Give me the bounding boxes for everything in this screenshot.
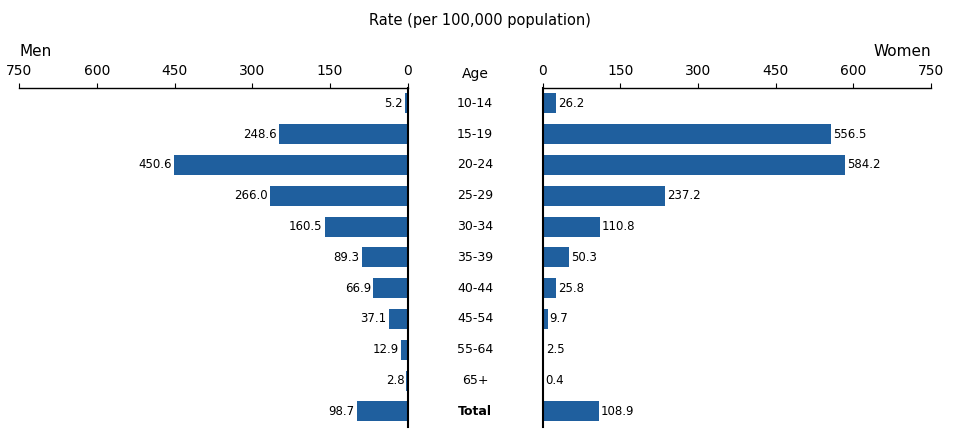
Text: 89.3: 89.3	[333, 251, 359, 264]
Text: 35-39: 35-39	[457, 251, 493, 264]
Bar	[542, 216, 600, 237]
Text: 45-54: 45-54	[457, 312, 493, 326]
Text: 40-44: 40-44	[0, 439, 1, 440]
Bar	[542, 186, 665, 206]
Bar	[270, 186, 408, 206]
Bar	[279, 124, 408, 144]
Text: 248.6: 248.6	[243, 128, 276, 141]
Bar	[324, 216, 408, 237]
Text: 2.8: 2.8	[386, 374, 404, 387]
Text: 30-34: 30-34	[0, 439, 1, 440]
Text: 5.2: 5.2	[384, 97, 403, 110]
Text: Women: Women	[874, 44, 931, 59]
Text: 20-24: 20-24	[457, 158, 493, 172]
Text: 25.8: 25.8	[558, 282, 584, 295]
Bar	[401, 340, 408, 360]
Bar	[542, 309, 547, 329]
Text: 110.8: 110.8	[602, 220, 636, 233]
Bar	[405, 93, 408, 114]
Bar	[389, 309, 408, 329]
Text: 45-54: 45-54	[0, 439, 1, 440]
Text: Total: Total	[0, 439, 1, 440]
Text: 66.9: 66.9	[345, 282, 372, 295]
Text: 98.7: 98.7	[328, 405, 354, 418]
Text: Total: Total	[458, 405, 492, 418]
Text: 10-14: 10-14	[0, 439, 1, 440]
Text: 65+: 65+	[0, 439, 1, 440]
Bar	[357, 401, 408, 422]
Text: 40-44: 40-44	[457, 282, 493, 295]
Bar	[406, 370, 408, 391]
Text: 15-19: 15-19	[0, 439, 1, 440]
Text: 35-39: 35-39	[0, 439, 1, 440]
Bar	[542, 340, 544, 360]
Text: 9.7: 9.7	[550, 312, 568, 326]
Text: 15-19: 15-19	[0, 439, 1, 440]
Text: Age: Age	[462, 67, 489, 81]
Text: 25-29: 25-29	[0, 439, 1, 440]
Text: 37.1: 37.1	[360, 312, 387, 326]
Text: 108.9: 108.9	[601, 405, 635, 418]
Text: 65+: 65+	[462, 374, 489, 387]
Text: 0.4: 0.4	[545, 374, 564, 387]
Text: 25-29: 25-29	[0, 439, 1, 440]
Text: Total: Total	[0, 439, 1, 440]
Text: 2.5: 2.5	[546, 343, 564, 356]
Text: 30-34: 30-34	[457, 220, 493, 233]
Text: 15-19: 15-19	[457, 128, 493, 141]
Text: 50.3: 50.3	[570, 251, 596, 264]
Text: Rate (per 100,000 population): Rate (per 100,000 population)	[369, 13, 591, 28]
Text: 65+: 65+	[0, 439, 1, 440]
Text: 30-34: 30-34	[0, 439, 1, 440]
Bar	[542, 124, 831, 144]
Bar	[542, 247, 568, 268]
Text: 26.2: 26.2	[558, 97, 585, 110]
Text: 40-44: 40-44	[0, 439, 1, 440]
Text: 237.2: 237.2	[667, 189, 701, 202]
Bar	[373, 278, 408, 298]
Text: Men: Men	[19, 44, 52, 59]
Bar	[542, 278, 556, 298]
Text: 10-14: 10-14	[0, 439, 1, 440]
Text: 55-64: 55-64	[457, 343, 493, 356]
Bar	[542, 155, 846, 175]
Text: 10-14: 10-14	[457, 97, 493, 110]
Text: 45-54: 45-54	[0, 439, 1, 440]
Text: 20-24: 20-24	[0, 439, 1, 440]
Bar	[175, 155, 408, 175]
Text: 556.5: 556.5	[833, 128, 866, 141]
Text: 55-64: 55-64	[0, 439, 1, 440]
Text: 25-29: 25-29	[457, 189, 493, 202]
Text: 35-39: 35-39	[0, 439, 1, 440]
Text: 20-24: 20-24	[0, 439, 1, 440]
Bar	[362, 247, 408, 268]
Text: 160.5: 160.5	[289, 220, 323, 233]
Text: Age: Age	[0, 439, 1, 440]
Bar	[542, 401, 599, 422]
Text: 584.2: 584.2	[848, 158, 881, 172]
Text: 266.0: 266.0	[234, 189, 268, 202]
Text: 55-64: 55-64	[0, 439, 1, 440]
Text: 12.9: 12.9	[372, 343, 399, 356]
Bar	[542, 93, 556, 114]
Text: 450.6: 450.6	[139, 158, 172, 172]
